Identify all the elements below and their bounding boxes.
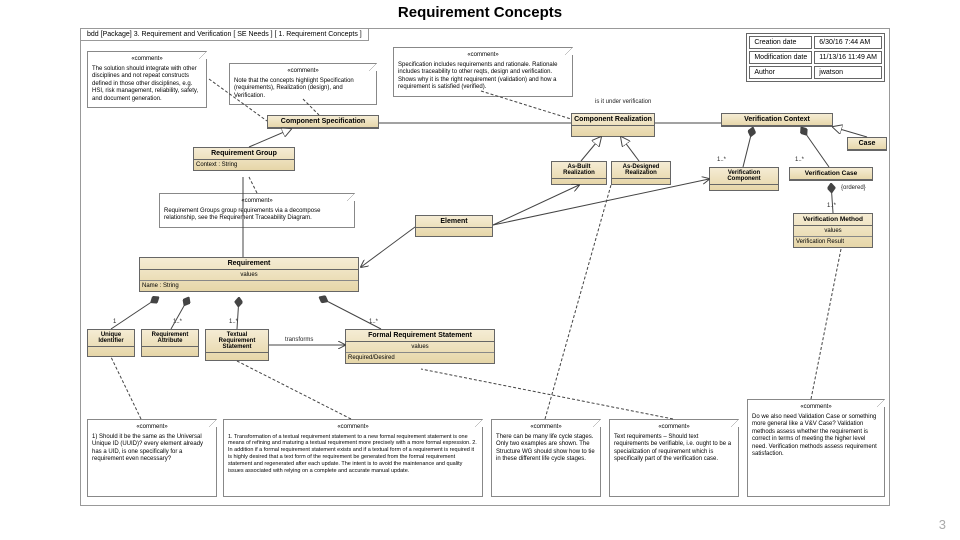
class-verification-case: Verification Case	[789, 167, 873, 181]
edge-label: is it under verification	[595, 99, 651, 105]
class-verification-component: Verification Component	[709, 167, 779, 191]
comment-note: «comment»Note that the concepts highligh…	[229, 63, 377, 105]
class-verification-method: Verification Method values Verification …	[793, 213, 873, 248]
table-row: Authorjwatson	[749, 66, 882, 79]
multiplicity-label: 1..*	[173, 319, 182, 325]
class-formal-statement: Formal Requirement Statement values Requ…	[345, 329, 495, 364]
comment-note: «comment»The solution should integrate w…	[87, 51, 207, 108]
multiplicity-label: {ordered}	[841, 185, 866, 191]
multiplicity-label: 1..*	[717, 157, 726, 163]
class-as-built-realization: As-Built Realization	[551, 161, 607, 185]
class-requirement-group: Requirement Group Context : String	[193, 147, 295, 171]
multiplicity-label: 1..*	[827, 203, 836, 209]
comment-note: «comment»Text requirements – Should text…	[609, 419, 739, 497]
comment-note: «comment»Specification includes requirem…	[393, 47, 573, 97]
page-number: 3	[939, 517, 946, 532]
class-verification-context: Verification Context	[721, 113, 833, 127]
class-component-realization: Component Realization	[571, 113, 655, 137]
comment-note: «comment»1. Transformation of a textual …	[223, 419, 483, 497]
multiplicity-label: 1..*	[229, 319, 238, 325]
class-requirement: Requirement values Name : String	[139, 257, 359, 292]
multiplicity-label: 1..*	[795, 157, 804, 163]
multiplicity-label: 1	[113, 319, 116, 325]
comment-note: «comment»Requirement Groups group requir…	[159, 193, 355, 228]
class-case: Case	[847, 137, 887, 151]
edge-label: transforms	[285, 337, 313, 343]
comment-note: «comment»1) Should it be the same as the…	[87, 419, 217, 497]
class-as-designed-realization: As-Designed Realization	[611, 161, 671, 185]
class-requirement-attribute: Requirement Attribute	[141, 329, 199, 357]
table-row: Modification date11/13/16 11:49 AM	[749, 51, 882, 64]
class-unique-identifier: Unique Identifier	[87, 329, 135, 357]
comment-note: «comment»There can be many life cycle st…	[491, 419, 601, 497]
metadata-table: Creation date6/30/16 7:44 AM Modificatio…	[746, 33, 885, 82]
page-title: Requirement Concepts	[0, 4, 960, 21]
table-row: Creation date6/30/16 7:44 AM	[749, 36, 882, 49]
multiplicity-label: 1..*	[369, 319, 378, 325]
class-component-specification: Component Specification	[267, 115, 379, 129]
class-element: Element	[415, 215, 493, 237]
class-textual-statement: Textual Requirement Statement	[205, 329, 269, 361]
diagram-frame: bdd [Package] 3. Requirement and Verific…	[80, 28, 890, 506]
frame-header: bdd [Package] 3. Requirement and Verific…	[81, 29, 369, 41]
comment-note: «comment»Do we also need Validation Case…	[747, 399, 885, 497]
